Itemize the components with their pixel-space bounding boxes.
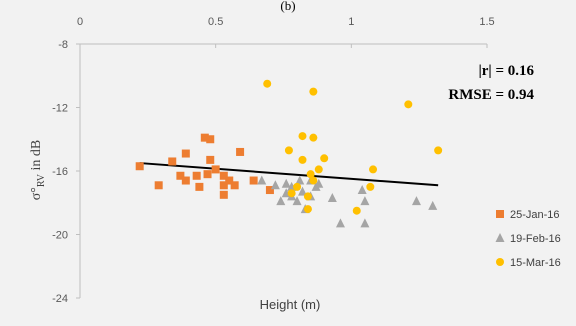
data-point (303, 205, 312, 214)
data-point (327, 192, 337, 202)
data-point (404, 100, 413, 109)
y-tick-label: -20 (52, 230, 68, 242)
data-point (314, 178, 324, 188)
x-tick-label: 1 (348, 16, 354, 28)
data-point (168, 157, 177, 166)
data-point (306, 170, 315, 179)
data-point (293, 182, 302, 191)
data-point (309, 133, 318, 142)
data-point (309, 176, 318, 185)
data-point (265, 186, 274, 195)
y-tick-label: -12 (52, 103, 68, 115)
series-15-Mar-16 (263, 79, 443, 215)
data-point (284, 146, 293, 155)
data-point (335, 218, 345, 228)
data-point (270, 180, 280, 190)
x-tick-label: 0.5 (208, 16, 223, 28)
legend-label: 15-Mar-16 (510, 257, 561, 269)
data-point (369, 165, 378, 174)
data-point (192, 171, 201, 180)
data-point (411, 196, 421, 206)
legend-marker (496, 210, 504, 218)
data-point (297, 186, 307, 196)
data-point (303, 192, 312, 201)
data-point (219, 181, 228, 190)
data-point (211, 165, 220, 174)
data-point (181, 149, 190, 158)
x-tick-label: 1.5 (479, 16, 494, 28)
data-point (298, 132, 307, 141)
data-point (181, 176, 190, 185)
correlation-stat: |r| = 0.16 (478, 63, 534, 79)
legend-label: 25-Jan-16 (510, 209, 560, 221)
data-point (281, 178, 291, 188)
data-point (428, 200, 438, 210)
data-point (287, 189, 296, 198)
trendline (139, 162, 439, 187)
x-tick-label: 0 (77, 16, 83, 28)
data-point (352, 206, 361, 215)
rmse-stat: RMSE = 0.94 (448, 87, 534, 103)
data-point (360, 218, 370, 228)
data-point (176, 171, 185, 180)
x-axis-title: Height (m) (260, 297, 321, 312)
data-point (219, 171, 228, 180)
data-point (298, 155, 307, 164)
data-point (257, 175, 267, 185)
data-point (219, 190, 228, 199)
data-point (230, 181, 239, 190)
data-point (292, 196, 302, 206)
figure-label-fragment: (b) (280, 0, 295, 13)
data-point (295, 175, 305, 185)
legend-entry: 19-Feb-16 (495, 233, 561, 245)
y-axis-title-suffix: in dB (29, 140, 44, 174)
data-point (225, 176, 234, 185)
data-point (434, 146, 443, 155)
data-point (360, 196, 370, 206)
y-axis-title-main: σ° (29, 187, 44, 200)
data-point (309, 87, 318, 96)
legend-entry: 15-Mar-16 (496, 257, 561, 269)
data-point (249, 176, 258, 185)
data-point (263, 79, 272, 88)
data-point (276, 196, 286, 206)
y-axis-title: σ°RV in dB (29, 140, 47, 200)
data-point (135, 162, 144, 171)
legend-label: 19-Feb-16 (510, 233, 561, 245)
data-point (200, 133, 209, 142)
y-tick-label: -8 (58, 39, 68, 51)
legend-marker (495, 233, 505, 242)
data-point (195, 182, 204, 191)
series-25-Jan-16 (135, 133, 274, 199)
data-point (206, 135, 215, 144)
data-point (203, 170, 212, 179)
data-point (357, 185, 367, 195)
y-axis-title-sub: RV (36, 173, 47, 187)
y-tick-label: -24 (52, 293, 68, 305)
legend-entry: 25-Jan-16 (496, 209, 560, 221)
data-point (236, 147, 245, 156)
data-point (154, 181, 163, 190)
data-point (320, 154, 329, 163)
y-tick-label: -16 (52, 166, 68, 178)
data-point (206, 155, 215, 164)
data-point (314, 165, 323, 174)
data-point (366, 182, 375, 191)
legend-marker (496, 258, 504, 266)
